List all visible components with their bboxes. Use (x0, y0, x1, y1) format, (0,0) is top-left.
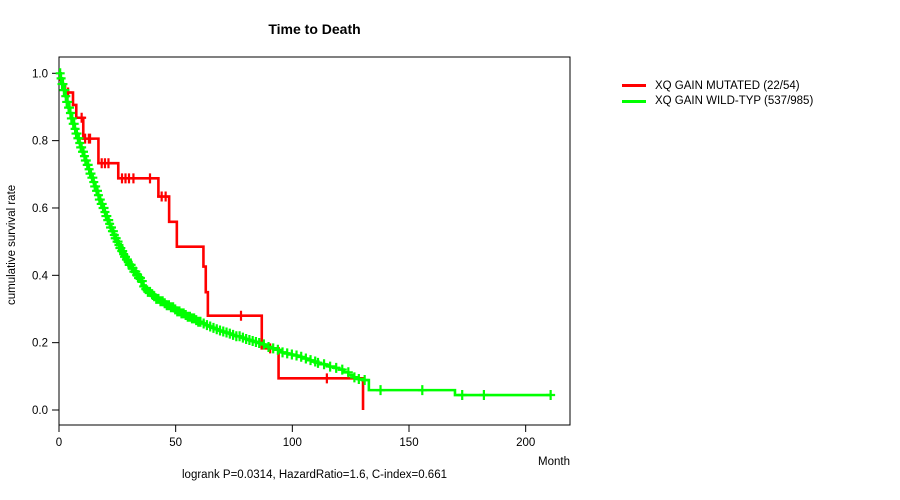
x-tick-label: 50 (169, 437, 182, 449)
y-tick-label: 1.0 (32, 68, 48, 80)
chart-title: Time to Death (268, 21, 361, 37)
x-tick-label: 200 (516, 437, 535, 449)
stats-annotation: logrank P=0.0314, HazardRatio=1.6, C-ind… (182, 469, 447, 481)
y-tick-label: 0.4 (32, 270, 49, 282)
survival-curve-wild-typ (59, 72, 551, 397)
y-tick-label: 0.2 (32, 338, 48, 350)
y-tick-label: 0.8 (32, 136, 48, 148)
x-tick-label: 100 (283, 437, 302, 449)
legend-line-swatch (622, 99, 646, 103)
legend-label: XQ GAIN MUTATED (22/54) (655, 79, 800, 92)
legend: XQ GAIN MUTATED (22/54) XQ GAIN WILD-TYP … (622, 78, 813, 109)
legend-item: XQ GAIN MUTATED (22/54) (622, 78, 813, 94)
legend-item: XQ GAIN WILD-TYP (537/985) (622, 94, 813, 110)
x-tick-label: 0 (56, 437, 62, 449)
censor-ticks-wild-typ (55, 68, 556, 401)
y-tick-label: 0.0 (32, 405, 48, 417)
y-tick-label: 0.6 (32, 203, 48, 215)
x-axis-label: Month (538, 456, 570, 468)
censor-ticks-mutated (63, 87, 332, 384)
x-tick-label: 150 (399, 437, 418, 449)
legend-line-swatch (622, 84, 646, 88)
plot-frame (58, 56, 571, 426)
legend-label: XQ GAIN WILD-TYP (537/985) (655, 95, 814, 108)
